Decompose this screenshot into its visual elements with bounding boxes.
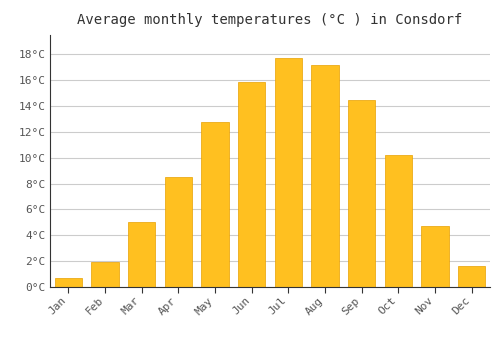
Bar <box>384 155 412 287</box>
Bar <box>311 65 339 287</box>
Bar <box>164 177 192 287</box>
Bar <box>91 262 119 287</box>
Bar <box>274 58 302 287</box>
Bar <box>128 222 156 287</box>
Bar <box>458 266 485 287</box>
Title: Average monthly temperatures (°C ) in Consdorf: Average monthly temperatures (°C ) in Co… <box>78 13 462 27</box>
Bar <box>238 82 266 287</box>
Bar <box>421 226 448 287</box>
Bar <box>348 100 376 287</box>
Bar <box>54 278 82 287</box>
Bar <box>201 121 229 287</box>
